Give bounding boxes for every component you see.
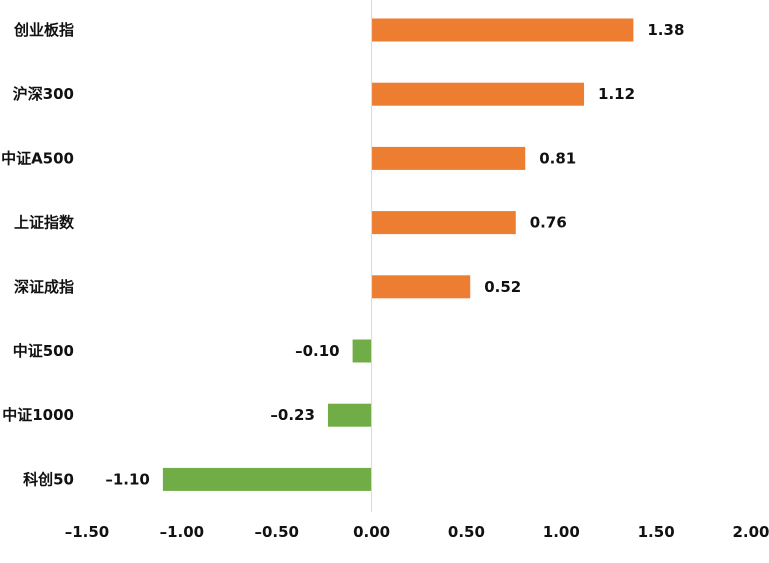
value-label-3: 0.81 bbox=[539, 149, 576, 167]
category-label-4: 上证指数 bbox=[14, 214, 75, 232]
category-label-3: 中证A500 bbox=[1, 149, 74, 167]
value-label-1: 1.38 bbox=[647, 21, 684, 39]
bar-6 bbox=[352, 339, 372, 363]
x-tick-label-2: –1.00 bbox=[160, 523, 205, 541]
x-tick-label-1: –1.50 bbox=[65, 523, 110, 541]
labels-layer: 创业板指 1.38 沪深300 1.12 中证A500 0.81 上证指数 0.76 深证成指 0… bbox=[1, 21, 684, 488]
x-tick-label-5: 0.50 bbox=[448, 523, 485, 541]
category-label-2: 沪深300 bbox=[13, 85, 74, 103]
value-label-8: –1.10 bbox=[105, 470, 150, 488]
bar-2 bbox=[371, 82, 585, 106]
value-label-5: 0.52 bbox=[484, 278, 521, 296]
x-ticks-layer: –1.50 –1.00 –0.50 0.00 0.50 1.00 1.50 2.00 bbox=[65, 523, 769, 541]
value-label-4: 0.76 bbox=[530, 214, 567, 232]
bars-layer bbox=[162, 18, 634, 491]
value-label-2: 1.12 bbox=[598, 85, 635, 103]
bar-3 bbox=[371, 146, 526, 170]
x-tick-label-3: –0.50 bbox=[254, 523, 299, 541]
category-label-7: 中证1000 bbox=[2, 406, 74, 424]
value-label-6: –0.10 bbox=[295, 342, 340, 360]
value-label-7: –0.23 bbox=[270, 406, 315, 424]
category-label-1: 创业板指 bbox=[13, 21, 74, 39]
x-tick-label-7: 1.50 bbox=[638, 523, 675, 541]
bar-1 bbox=[371, 18, 634, 42]
bar-8 bbox=[162, 467, 372, 491]
x-tick-label-8: 2.00 bbox=[732, 523, 769, 541]
x-tick-label-6: 1.00 bbox=[543, 523, 580, 541]
bar-5 bbox=[371, 275, 471, 299]
bar-7 bbox=[327, 403, 372, 427]
category-label-6: 中证500 bbox=[13, 342, 74, 360]
x-tick-label-4: 0.00 bbox=[353, 523, 390, 541]
bar-4 bbox=[371, 211, 516, 235]
category-label-8: 科创50 bbox=[23, 470, 74, 488]
category-label-5: 深证成指 bbox=[14, 278, 74, 296]
